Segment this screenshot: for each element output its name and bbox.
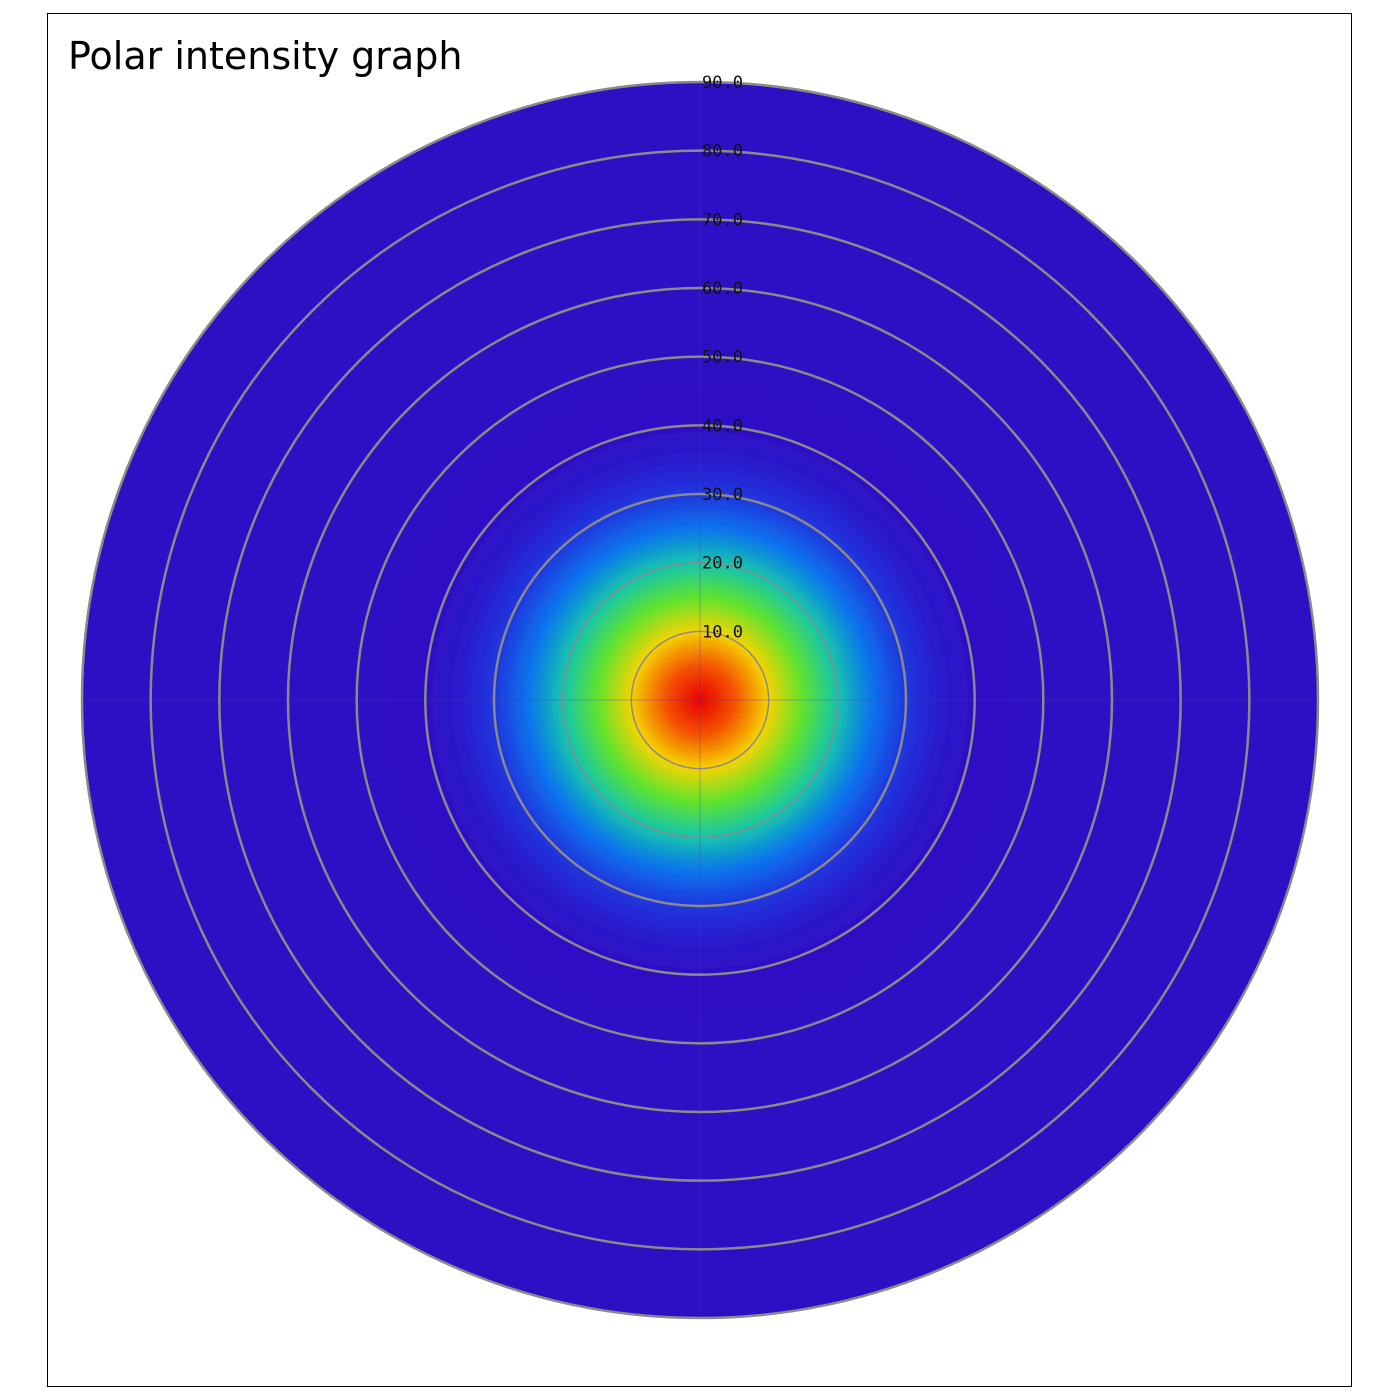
- radial-tick-label-10: 10.0: [702, 622, 743, 642]
- radial-tick-labels: 10.0 20.0 30.0 40.0 50.0 60.0 70.0 80.0 90.0: [702, 73, 743, 642]
- radial-tick-label-20: 20.0: [702, 554, 743, 574]
- grid-ring-70: [218, 218, 1182, 1182]
- radial-tick-label-30: 30.0: [702, 485, 743, 505]
- radial-grid-rings: [80, 80, 1320, 1320]
- grid-ring-50: [355, 355, 1045, 1045]
- grid-ring-20: [561, 561, 839, 839]
- chart-title: Polar intensity graph: [68, 34, 463, 78]
- grid-ring-80: [149, 149, 1251, 1251]
- radial-tick-label-40: 40.0: [702, 416, 743, 436]
- grid-ring-60: [286, 286, 1114, 1114]
- grid-ring-30: [492, 492, 908, 908]
- radial-tick-label-70: 70.0: [702, 210, 743, 230]
- grid-ring-40: [424, 424, 976, 976]
- radial-tick-label-80: 80.0: [702, 142, 743, 162]
- grid-ring-90: [80, 80, 1320, 1320]
- intensity-heat-disc: [384, 384, 1016, 1016]
- radial-tick-label-90: 90.0: [702, 73, 743, 93]
- radial-tick-label-50: 50.0: [702, 348, 743, 368]
- grid-ring-10: [630, 630, 770, 770]
- radial-tick-label-60: 60.0: [702, 279, 743, 299]
